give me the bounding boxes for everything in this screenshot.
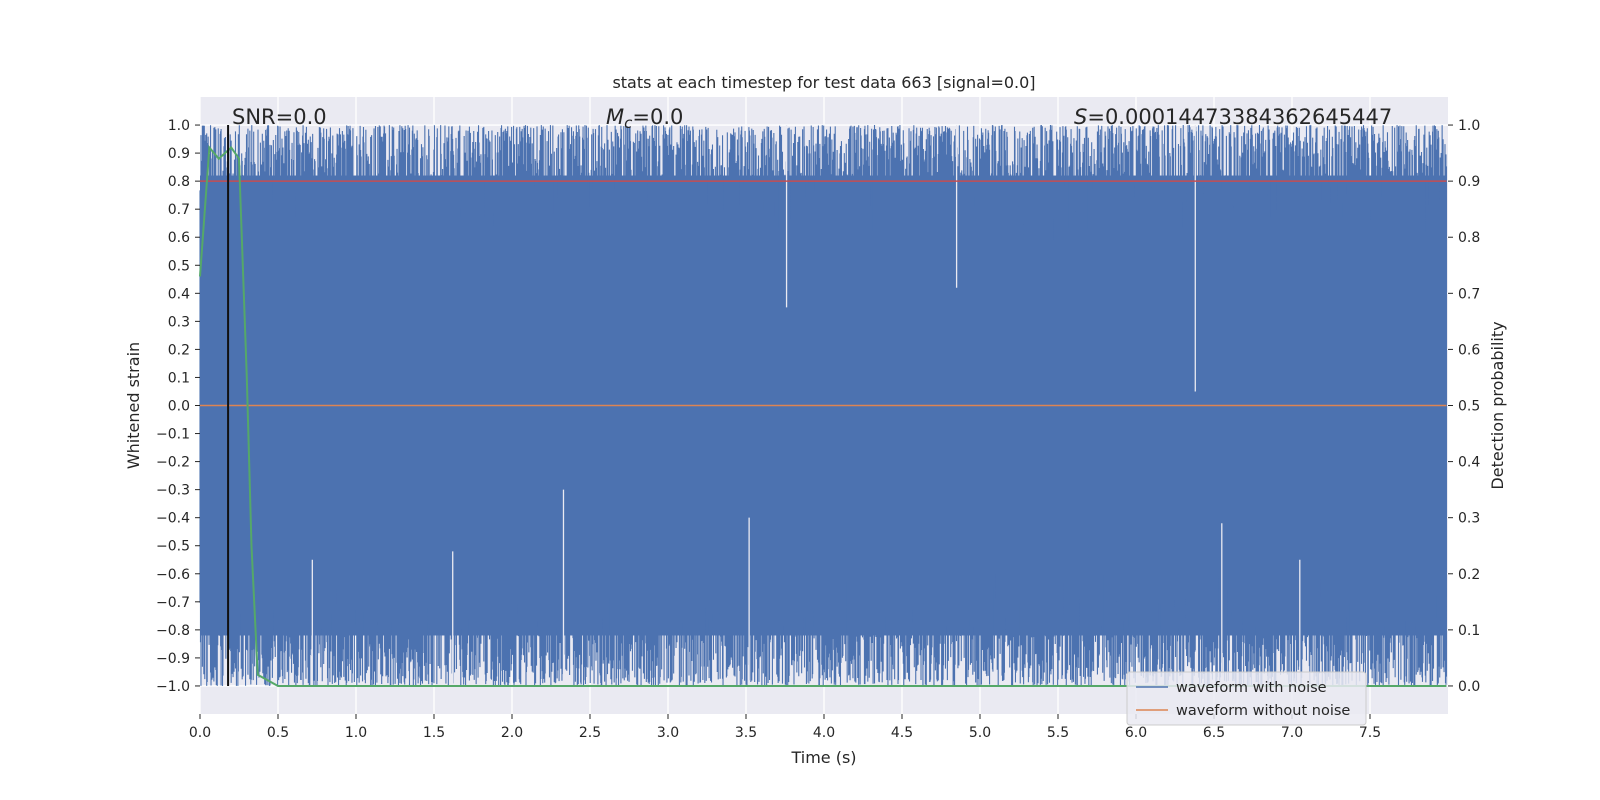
- y-right-tick-label: 0.4: [1458, 455, 1480, 471]
- y-tick-label: 0.9: [168, 146, 190, 162]
- legend: waveform with noise waveform without noi…: [1126, 671, 1367, 726]
- y-tick-label: 0.4: [168, 286, 190, 302]
- y-axis-ticks-left: 1.0 0.9 0.8 0.7 0.6 0.5 0.4 0.3 0.2 0.1 0.0 −0.1 −0.…: [156, 118, 200, 695]
- s-annotation: S=0.00014473384362645447: [1074, 105, 1392, 129]
- y-tick-label: −0.1: [156, 427, 190, 443]
- y-right-tick-label: 0.6: [1458, 342, 1480, 358]
- x-tick-label: 5.5: [1047, 725, 1069, 741]
- s-symbol: S: [1074, 105, 1087, 129]
- x-axis-ticks: 0.0 0.5 1.0 1.5 2.0 2.5 3.0 3.5 4.0 4.5 5.0 5.5 6.0 6…: [189, 714, 1381, 741]
- x-tick-label: 0.0: [189, 725, 211, 741]
- y-tick-label: −0.9: [156, 651, 190, 667]
- x-tick-label: 3.5: [735, 725, 757, 741]
- y-tick-label: 0.2: [168, 342, 190, 358]
- x-tick-label: 5.0: [969, 725, 991, 741]
- y-tick-label: −1.0: [156, 679, 190, 695]
- y-tick-label: −0.4: [156, 511, 190, 527]
- y-tick-label: −0.5: [156, 539, 190, 555]
- y-axis-label-right: Detection probability: [1488, 321, 1507, 489]
- chart-title: stats at each timestep for test data 663…: [612, 73, 1035, 92]
- mc-subscript: c: [624, 114, 633, 132]
- x-axis-label: Time (s): [790, 748, 856, 767]
- series-detection-probability: [199, 144, 1447, 687]
- x-tick-label: 4.5: [891, 725, 913, 741]
- y-tick-label: −0.7: [156, 595, 190, 611]
- x-tick-label: 2.0: [501, 725, 523, 741]
- y-tick-label: 0.6: [168, 230, 190, 246]
- y-tick-label: 1.0: [168, 118, 190, 134]
- x-tick-label: 7.5: [1359, 725, 1381, 741]
- noise-trace: [199, 125, 1447, 686]
- x-tick-label: 6.0: [1125, 725, 1147, 741]
- y-tick-label: −0.8: [156, 623, 190, 639]
- mc-value: =0.0: [632, 105, 683, 129]
- x-tick-label: 7.0: [1281, 725, 1303, 741]
- y-right-tick-label: 0.8: [1458, 230, 1480, 246]
- y-tick-label: 0.1: [168, 370, 190, 386]
- y-tick-label: −0.3: [156, 483, 190, 499]
- y-right-tick-label: 0.0: [1458, 679, 1480, 695]
- legend-label-clean: waveform without noise: [1176, 703, 1350, 719]
- mc-symbol: M: [606, 105, 624, 129]
- x-tick-label: 3.0: [657, 725, 679, 741]
- y-axis-label: Whitened strain: [124, 342, 143, 469]
- legend-label-noise: waveform with noise: [1176, 680, 1327, 696]
- y-right-tick-label: 0.9: [1458, 174, 1480, 190]
- x-tick-label: 1.5: [423, 725, 445, 741]
- x-tick-label: 2.5: [579, 725, 601, 741]
- legend-box: [1126, 671, 1367, 726]
- x-tick-label: 1.0: [345, 725, 367, 741]
- y-right-tick-label: 0.1: [1458, 623, 1480, 639]
- y-tick-label: 0.7: [168, 202, 190, 218]
- snr-annotation: SNR=0.0: [232, 105, 327, 129]
- y-tick-label: 0.8: [168, 174, 190, 190]
- y-right-tick-label: 0.5: [1458, 399, 1480, 415]
- s-value: =0.00014473384362645447: [1087, 105, 1392, 129]
- y-axis-ticks-right: 1.0 0.9 0.8 0.7 0.6 0.5 0.4 0.3 0.2 0.1 0.0: [1448, 118, 1480, 695]
- y-tick-label: −0.6: [156, 567, 190, 583]
- y-right-tick-label: 0.2: [1458, 567, 1480, 583]
- y-tick-label: 0.5: [168, 258, 190, 274]
- y-right-tick-label: 1.0: [1458, 118, 1480, 134]
- y-tick-label: −0.2: [156, 455, 190, 471]
- y-tick-label: 0.0: [168, 399, 190, 415]
- chirp-mass-annotation: Mc=0.0: [606, 105, 683, 132]
- x-tick-label: 0.5: [267, 725, 289, 741]
- y-right-tick-label: 0.3: [1458, 511, 1480, 527]
- x-tick-label: 4.0: [813, 725, 835, 741]
- x-tick-label: 6.5: [1203, 725, 1225, 741]
- y-tick-label: 0.3: [168, 314, 190, 330]
- y-right-tick-label: 0.7: [1458, 286, 1480, 302]
